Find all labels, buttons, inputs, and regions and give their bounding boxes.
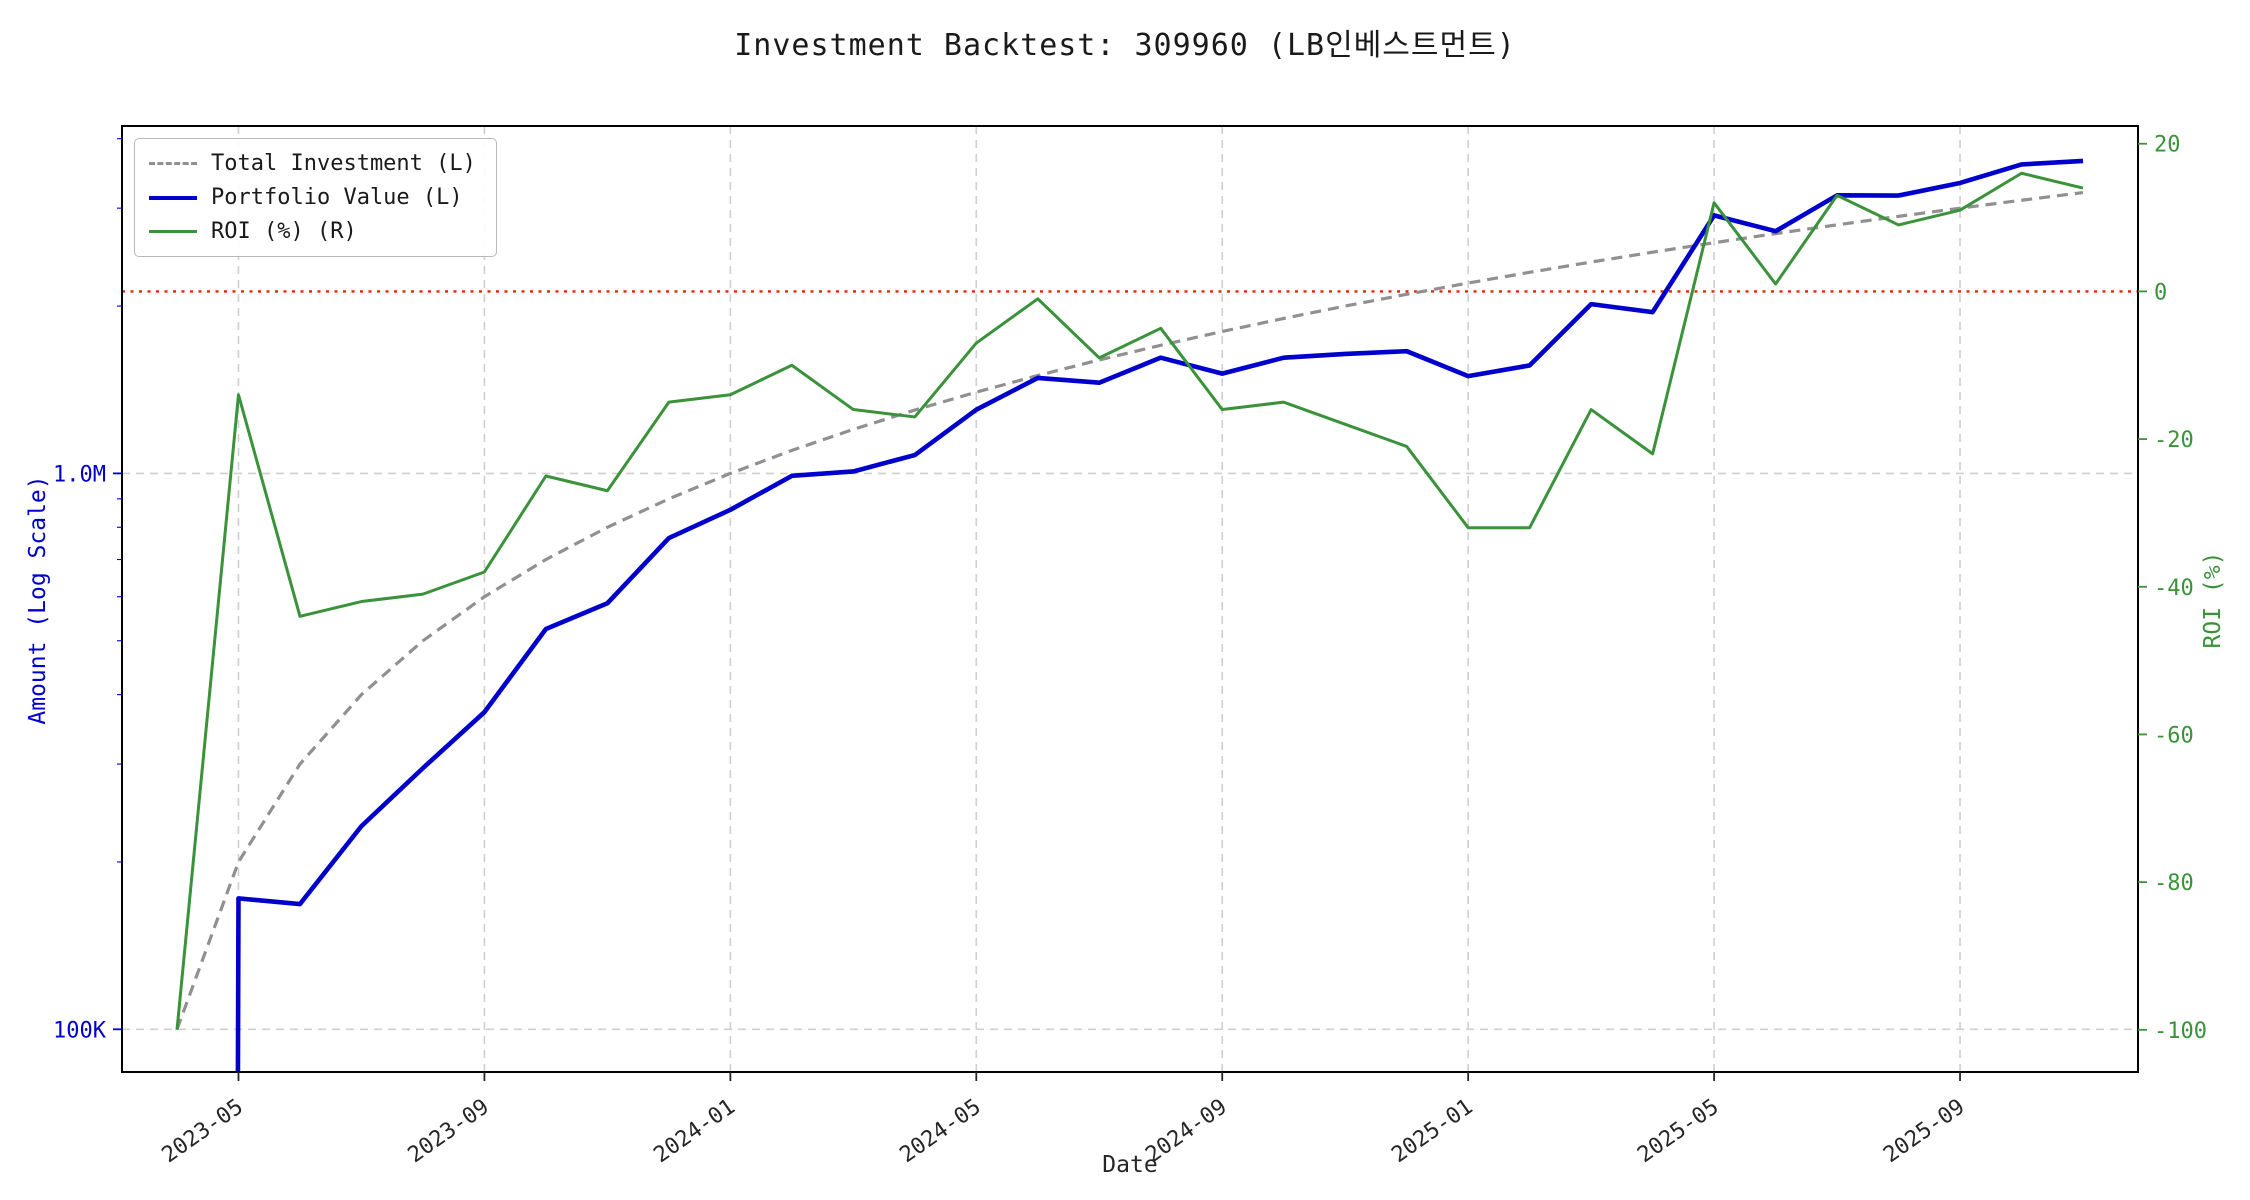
total-investment-line — [175, 190, 2084, 1030]
legend-line-sample — [149, 162, 197, 165]
legend-label: ROI (%) (R) — [211, 219, 357, 244]
roi-line — [175, 171, 2084, 1030]
legend: Total Investment (L) Portfolio Value (L) R… — [134, 138, 497, 257]
legend-label: Portfolio Value (L) — [211, 185, 463, 210]
legend-line-sample — [149, 230, 197, 233]
right-tick-label: -100 — [2154, 1019, 2207, 1044]
left-tick-label: 1.0M — [53, 462, 106, 487]
left-tick-label: 100K — [53, 1018, 107, 1043]
x-axis-label: Date — [1102, 1152, 1158, 1178]
right-tick-label: 0 — [2154, 280, 2167, 305]
legend-label: Total Investment (L) — [211, 151, 476, 176]
right-tick-label: -20 — [2154, 428, 2194, 453]
left-axis-label: Amount (Log Scale) — [25, 475, 51, 725]
right-tick-label: -80 — [2154, 871, 2194, 896]
right-tick-label: 20 — [2154, 133, 2181, 158]
right-axis-label: ROI (%) — [2200, 551, 2226, 649]
right-tick-label: -40 — [2154, 576, 2194, 601]
right-tick-label: -60 — [2154, 723, 2194, 748]
legend-item: Total Investment (L) — [149, 151, 476, 176]
axis-frame — [121, 125, 2139, 1073]
portfolio-value-line — [235, 158, 2084, 1072]
legend-line-sample — [149, 195, 197, 200]
legend-item: Portfolio Value (L) — [149, 185, 476, 210]
chart-title: Investment Backtest: 309960 (LB인베스트먼트) — [734, 28, 1516, 63]
legend-item: ROI (%) (R) — [149, 219, 476, 244]
